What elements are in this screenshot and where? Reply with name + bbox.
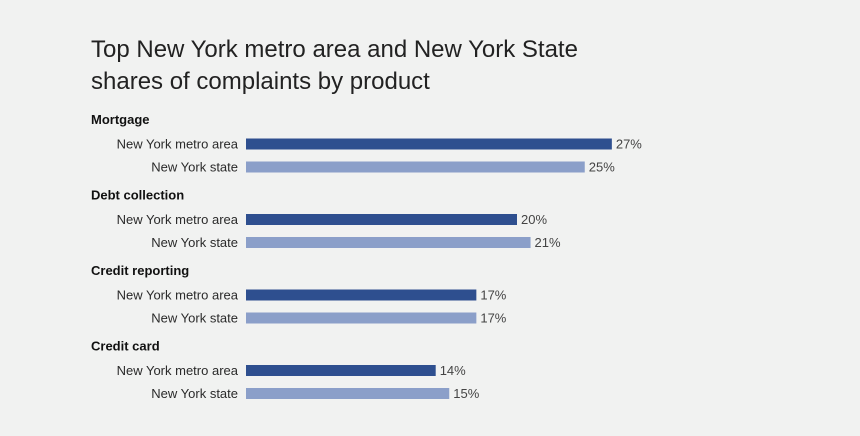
group-label-3: Credit card <box>91 339 160 354</box>
value-label-2-0: 17% <box>480 288 506 303</box>
value-label-0-0: 27% <box>616 137 642 152</box>
group-label-2: Credit reporting <box>91 263 189 278</box>
value-label-3-0: 14% <box>440 363 466 378</box>
row-label-1-0: New York metro area <box>117 212 239 227</box>
bar-2-0 <box>246 289 477 301</box>
row-label-3-0: New York metro area <box>117 363 239 378</box>
value-label-1-0: 20% <box>521 212 547 227</box>
bar-0-0 <box>246 138 612 150</box>
bar-0-1 <box>246 161 585 173</box>
row-label-0-0: New York metro area <box>117 137 239 152</box>
bar-3-0 <box>246 365 436 376</box>
chart-title: Top New York metro area and New York Sta… <box>91 36 578 95</box>
group-label-0: Mortgage <box>91 112 150 127</box>
value-label-3-1: 15% <box>453 386 479 401</box>
row-label-3-1: New York state <box>151 386 238 401</box>
value-label-0-1: 25% <box>589 160 615 175</box>
group-label-1: Debt collection <box>91 188 184 203</box>
row-label-2-0: New York metro area <box>117 288 239 303</box>
row-label-2-1: New York state <box>151 311 238 326</box>
bar-1-1 <box>246 237 531 248</box>
row-label-1-1: New York state <box>151 235 238 250</box>
value-label-1-1: 21% <box>535 235 561 250</box>
bar-3-1 <box>246 388 450 399</box>
bar-1-0 <box>246 214 517 225</box>
row-label-0-1: New York state <box>151 160 238 175</box>
value-label-2-1: 17% <box>480 311 506 326</box>
bar-2-1 <box>246 312 477 324</box>
